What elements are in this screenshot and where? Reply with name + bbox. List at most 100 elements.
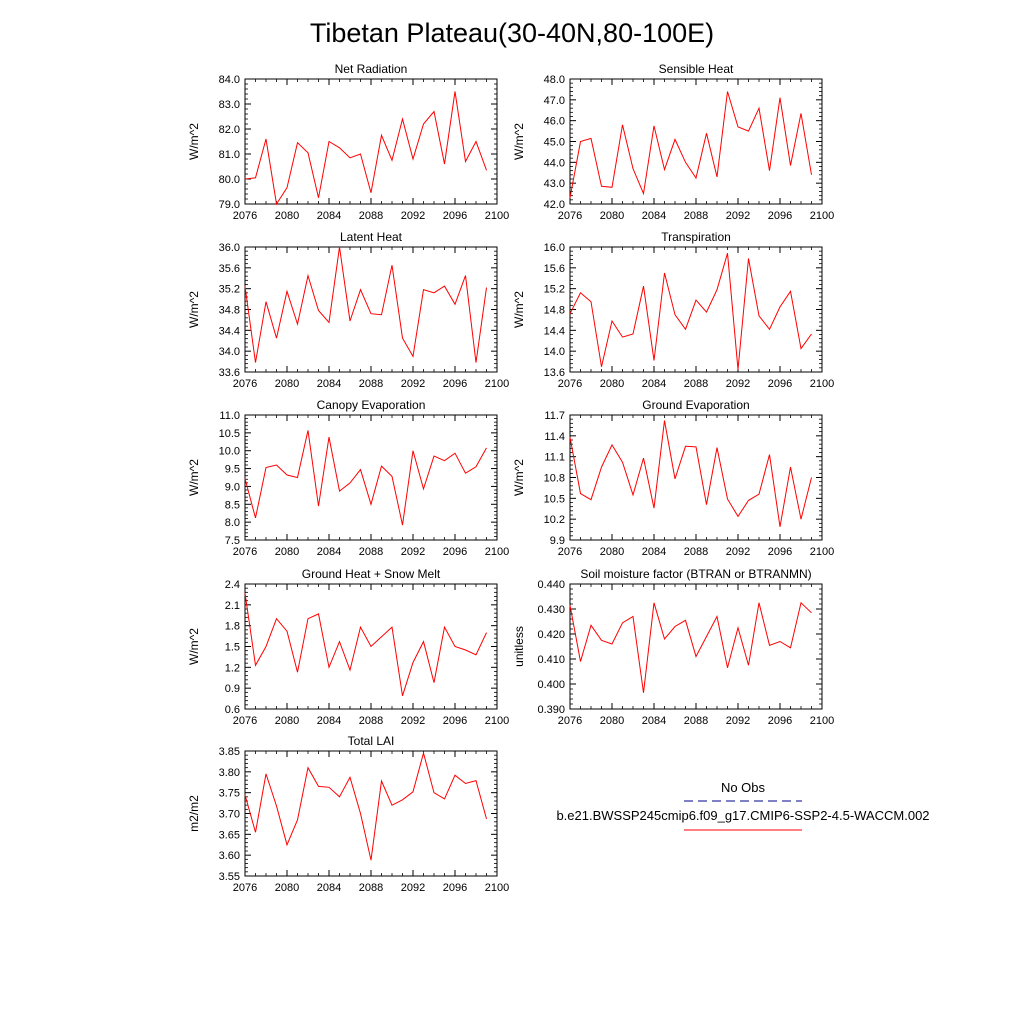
y-tick-label: 46.0 xyxy=(544,116,565,128)
y-axis-label: W/m^2 xyxy=(512,459,526,496)
x-tick-label: 2080 xyxy=(275,546,299,558)
panel-8: 2076 2080 2084 2088 2092 2096 2100 0.390 0.400 0.… xyxy=(512,567,834,727)
panel-title: Ground Heat + Snow Melt xyxy=(302,567,441,581)
series-line xyxy=(569,601,812,693)
x-tick-label: 2096 xyxy=(443,210,467,222)
x-tick-label: 2100 xyxy=(810,546,834,558)
y-tick-label: 10.0 xyxy=(219,446,240,458)
y-tick-label: 3.60 xyxy=(219,850,240,862)
y-tick-label: 45.0 xyxy=(544,137,565,149)
y-tick-label: 2.1 xyxy=(225,600,240,612)
x-tick-label: 2100 xyxy=(485,546,509,558)
y-tick-label: 84.0 xyxy=(219,74,240,86)
series-line xyxy=(244,91,487,206)
y-tick-label: 11.7 xyxy=(544,410,565,422)
y-axis-label: W/m^2 xyxy=(187,123,201,160)
x-tick-label: 2096 xyxy=(768,715,792,727)
y-tick-label: 1.8 xyxy=(225,621,240,633)
y-tick-label: 7.5 xyxy=(225,535,240,547)
plot-frame xyxy=(244,78,498,205)
panel-3: 2076 2080 2084 2088 2092 2096 2100 33.6 34.0 34.4… xyxy=(187,230,509,390)
x-tick-label: 2088 xyxy=(684,378,708,390)
y-tick-label: 11.4 xyxy=(544,431,565,443)
x-tick-label: 2100 xyxy=(485,715,509,727)
x-tick-label: 2076 xyxy=(233,378,257,390)
y-tick-label: 1.5 xyxy=(225,642,240,654)
y-axis-label: m2/m2 xyxy=(187,795,201,832)
series-line xyxy=(244,751,487,861)
plot-frame xyxy=(569,414,823,541)
x-tick-label: 2100 xyxy=(485,378,509,390)
x-tick-label: 2076 xyxy=(233,210,257,222)
x-tick-label: 2080 xyxy=(600,715,624,727)
y-tick-label: 13.6 xyxy=(544,367,565,379)
x-tick-label: 2100 xyxy=(485,210,509,222)
x-tick-label: 2088 xyxy=(359,378,383,390)
panel-title: Soil moisture factor (BTRAN or BTRANMN) xyxy=(580,567,811,581)
x-tick-label: 2092 xyxy=(401,882,425,894)
panel-2: 2076 2080 2084 2088 2092 2096 2100 42.0 43.0 44.0… xyxy=(512,62,834,222)
x-tick-label: 2076 xyxy=(558,715,582,727)
x-tick-label: 2096 xyxy=(443,715,467,727)
panel-4: 2076 2080 2084 2088 2092 2096 2100 13.6 14.0 14.4… xyxy=(512,230,834,390)
legend: No Obs b.e21.BWSSP245cmip6.f09_g17.CMIP6… xyxy=(556,780,930,831)
panel-title: Ground Evaporation xyxy=(642,398,749,412)
series-line xyxy=(569,420,812,527)
panel-7: 2076 2080 2084 2088 2092 2096 2100 0.6 0.9 1.2 1.5… xyxy=(187,567,509,727)
x-tick-label: 2092 xyxy=(726,715,750,727)
y-axis-label: W/m^2 xyxy=(512,123,526,160)
x-tick-label: 2088 xyxy=(359,210,383,222)
y-tick-label: 15.2 xyxy=(544,284,565,296)
y-tick-label: 35.6 xyxy=(219,263,240,275)
series-line xyxy=(244,430,487,526)
x-tick-label: 2084 xyxy=(642,546,666,558)
y-tick-label: 43.0 xyxy=(544,178,565,190)
panel-title: Sensible Heat xyxy=(659,62,734,76)
x-tick-label: 2088 xyxy=(359,715,383,727)
plot-frame xyxy=(569,583,823,710)
y-tick-label: 0.6 xyxy=(225,704,240,716)
y-axis-label: W/m^2 xyxy=(512,291,526,328)
x-tick-label: 2096 xyxy=(443,546,467,558)
y-tick-label: 0.9 xyxy=(225,683,240,695)
x-tick-label: 2092 xyxy=(401,210,425,222)
x-tick-label: 2092 xyxy=(726,210,750,222)
y-tick-label: 10.5 xyxy=(544,493,565,505)
y-tick-label: 79.0 xyxy=(219,199,240,211)
x-tick-label: 2100 xyxy=(810,715,834,727)
x-tick-label: 2088 xyxy=(684,715,708,727)
x-tick-label: 2092 xyxy=(401,546,425,558)
x-tick-label: 2080 xyxy=(275,210,299,222)
panel-title: Net Radiation xyxy=(335,62,408,76)
x-tick-label: 2092 xyxy=(401,715,425,727)
y-tick-label: 1.2 xyxy=(225,662,240,674)
y-axis-label: W/m^2 xyxy=(187,291,201,328)
y-tick-label: 2.4 xyxy=(225,579,240,591)
panel-1: 2076 2080 2084 2088 2092 2096 2100 79.0 80.0 81.0… xyxy=(187,62,509,222)
y-tick-label: 34.0 xyxy=(219,346,240,358)
panels: 2076 2080 2084 2088 2092 2096 2100 79.0 80.0 81.0… xyxy=(187,62,834,894)
x-tick-label: 2080 xyxy=(275,715,299,727)
x-tick-label: 2088 xyxy=(684,546,708,558)
legend-label-model: b.e21.BWSSP245cmip6.f09_g17.CMIP6-SSP2-4… xyxy=(556,808,929,823)
y-tick-label: 11.0 xyxy=(219,410,240,422)
y-tick-label: 14.4 xyxy=(544,325,565,337)
y-tick-label: 34.4 xyxy=(219,325,240,337)
x-tick-label: 2096 xyxy=(443,378,467,390)
y-tick-label: 44.0 xyxy=(544,157,565,169)
y-tick-label: 83.0 xyxy=(219,99,240,111)
x-tick-label: 2084 xyxy=(642,378,666,390)
y-tick-label: 10.5 xyxy=(219,428,240,440)
series-line xyxy=(244,592,487,696)
x-tick-label: 2084 xyxy=(642,210,666,222)
y-axis-label: W/m^2 xyxy=(187,628,201,665)
y-tick-label: 48.0 xyxy=(544,74,565,86)
y-tick-label: 9.9 xyxy=(550,535,565,547)
x-tick-label: 2088 xyxy=(359,882,383,894)
x-tick-label: 2100 xyxy=(810,210,834,222)
y-tick-label: 33.6 xyxy=(219,367,240,379)
x-tick-label: 2076 xyxy=(233,882,257,894)
legend-label-obs: No Obs xyxy=(721,780,766,795)
series-line xyxy=(569,253,812,370)
